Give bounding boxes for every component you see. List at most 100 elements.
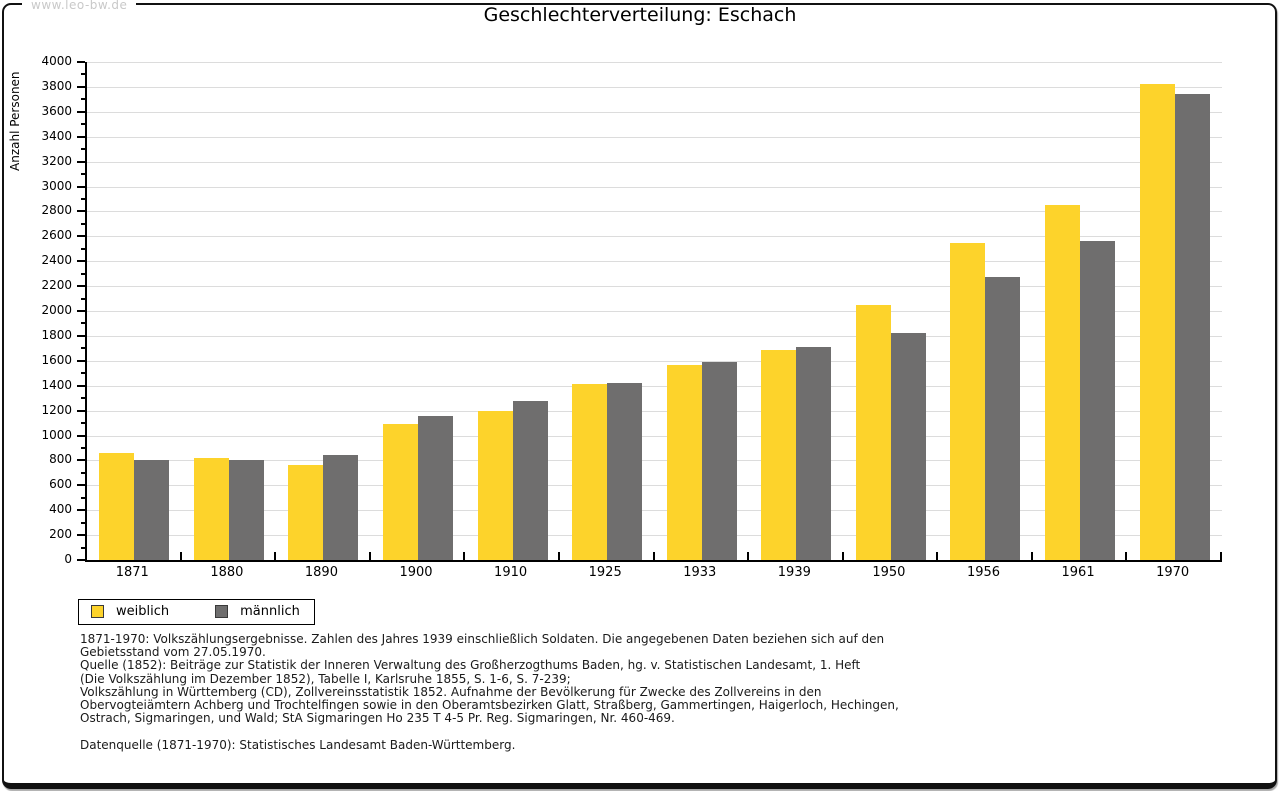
gridline-2800 [87,211,1222,213]
gridline-200 [87,535,1222,537]
y-axis-label-3600: 3600 [41,103,72,118]
x-axis-label-1933: 1933 [683,565,717,580]
bar-männlich-1871 [134,460,170,560]
gridline-2000 [87,311,1222,312]
x-axis-label-1961: 1961 [1061,565,1095,580]
x-tick [652,552,655,560]
y-tick-major [77,210,85,213]
footnote-line-4: (Die Volkszählung im Dezember 1852), Tab… [80,671,571,686]
legend-label-männlich: männlich [240,604,300,619]
y-axis-label-3000: 3000 [41,178,72,193]
y-axis-label-0: 0 [64,552,72,566]
y-tick-major [77,310,85,312]
y-axis-label-4000: 4000 [41,54,72,68]
x-axis-label-1939: 1939 [777,565,811,580]
bar-weiblich-1950 [855,304,891,560]
y-tick-major [77,459,85,462]
bar-group-1880 [182,62,277,560]
x-tick [1220,552,1222,560]
y-axis-label-200: 200 [49,527,72,542]
y-tick-minor [81,496,85,499]
bar-group-1871 [87,62,182,560]
y-tick-major [77,110,85,113]
bar-weiblich-1961 [1045,204,1081,560]
y-tick-major [77,359,85,362]
x-axis-labels: 1871 1880 1890 1900 1910 1925 1933 1939 1950 1956… [85,565,1220,580]
bar-weiblich-1970 [1139,84,1175,560]
y-axis-label-2200: 2200 [41,278,72,293]
gridline-2400 [87,261,1222,263]
x-tick [463,552,466,560]
legend-item-männlich: männlich [215,604,300,619]
x-tick [1030,552,1033,560]
plot-area [85,62,1222,562]
legend-swatch-männlich [215,605,229,618]
x-tick [936,552,939,560]
y-tick-major [77,235,85,238]
y-tick-major [77,509,85,512]
bar-group-1933 [654,62,749,560]
y-tick-minor [81,247,85,250]
y-tick-minor [81,197,85,200]
bar-männlich-1925 [607,383,643,560]
bar-group-1956 [938,62,1033,560]
bar-weiblich-1871 [99,452,135,560]
gridline-1200 [87,410,1222,412]
y-tick-major [77,185,85,188]
gridline-3200 [87,161,1222,163]
x-tick [557,552,560,560]
y-axis-label-3400: 3400 [41,128,72,143]
bar-männlich-1910 [512,400,548,560]
datasource-line: Datenquelle (1871-1970): Statistisches L… [80,738,516,752]
y-tick-major [77,384,85,387]
y-tick-major [77,260,85,263]
footnote-line-2: Gebietsstand vom 27.05.1970. [80,645,266,660]
y-tick-minor [81,422,85,425]
y-tick-major [77,160,85,163]
y-axis-label-3200: 3200 [41,153,72,168]
y-tick-minor [81,272,85,275]
y-tick-major [77,409,85,412]
y-axis-label-1600: 1600 [41,352,72,367]
bar-männlich-1939 [796,347,832,560]
gridline-1000 [87,435,1222,437]
bar-group-1910 [465,62,560,560]
gridline-2600 [87,236,1222,238]
y-axis-label-1000: 1000 [41,427,72,442]
y-axis-label-600: 600 [49,477,72,492]
y-tick-minor [81,446,85,449]
footnote-line-5: Volkszählung in Württemberg (CD), Zollve… [80,684,822,699]
gridline-1800 [87,335,1222,337]
x-axis-label-1871: 1871 [115,565,149,580]
y-tick-major [77,534,85,537]
y-axis-label-400: 400 [49,502,72,517]
y-tick-minor [81,98,85,101]
bar-männlich-1950 [890,333,926,560]
footnote-line-7: Ostrach, Sigmaringen, und Wald; StA Sigm… [80,711,675,726]
bar-weiblich-1939 [761,349,797,560]
footnote-line-6: Obervogteiämtern Achberg und Trochtelfin… [80,698,899,713]
gridline-800 [87,460,1222,462]
bar-group-1961 [1033,62,1128,560]
y-axis-label-1800: 1800 [41,327,72,342]
x-tick [1125,552,1128,560]
bar-group-1900 [371,62,466,560]
bar-männlich-1890 [323,454,359,560]
bar-weiblich-1910 [477,410,513,560]
bar-männlich-1880 [228,460,264,560]
y-tick-minor [81,148,85,151]
bar-männlich-1900 [418,415,454,560]
y-tick-major [77,334,85,337]
y-tick-minor [81,123,85,126]
y-axis-label-1200: 1200 [41,402,72,417]
x-axis-label-1956: 1956 [966,565,1001,580]
gridline-3800 [87,86,1222,88]
y-axis-label-2600: 2600 [41,228,72,243]
y-tick-major [77,85,85,88]
bar-männlich-1933 [701,362,737,560]
y-tick-major [77,135,85,138]
gridline-1400 [87,385,1222,387]
bar-group-1970 [1127,62,1222,560]
y-tick-minor [81,322,85,325]
